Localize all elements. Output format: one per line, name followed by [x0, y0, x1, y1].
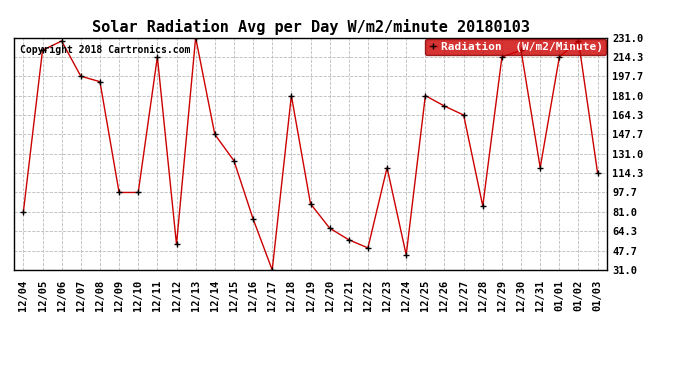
Title: Solar Radiation Avg per Day W/m2/minute 20180103: Solar Radiation Avg per Day W/m2/minute … [92, 19, 529, 35]
Text: Copyright 2018 Cartronics.com: Copyright 2018 Cartronics.com [20, 45, 190, 54]
Legend: Radiation  (W/m2/Minute): Radiation (W/m2/Minute) [425, 39, 606, 55]
